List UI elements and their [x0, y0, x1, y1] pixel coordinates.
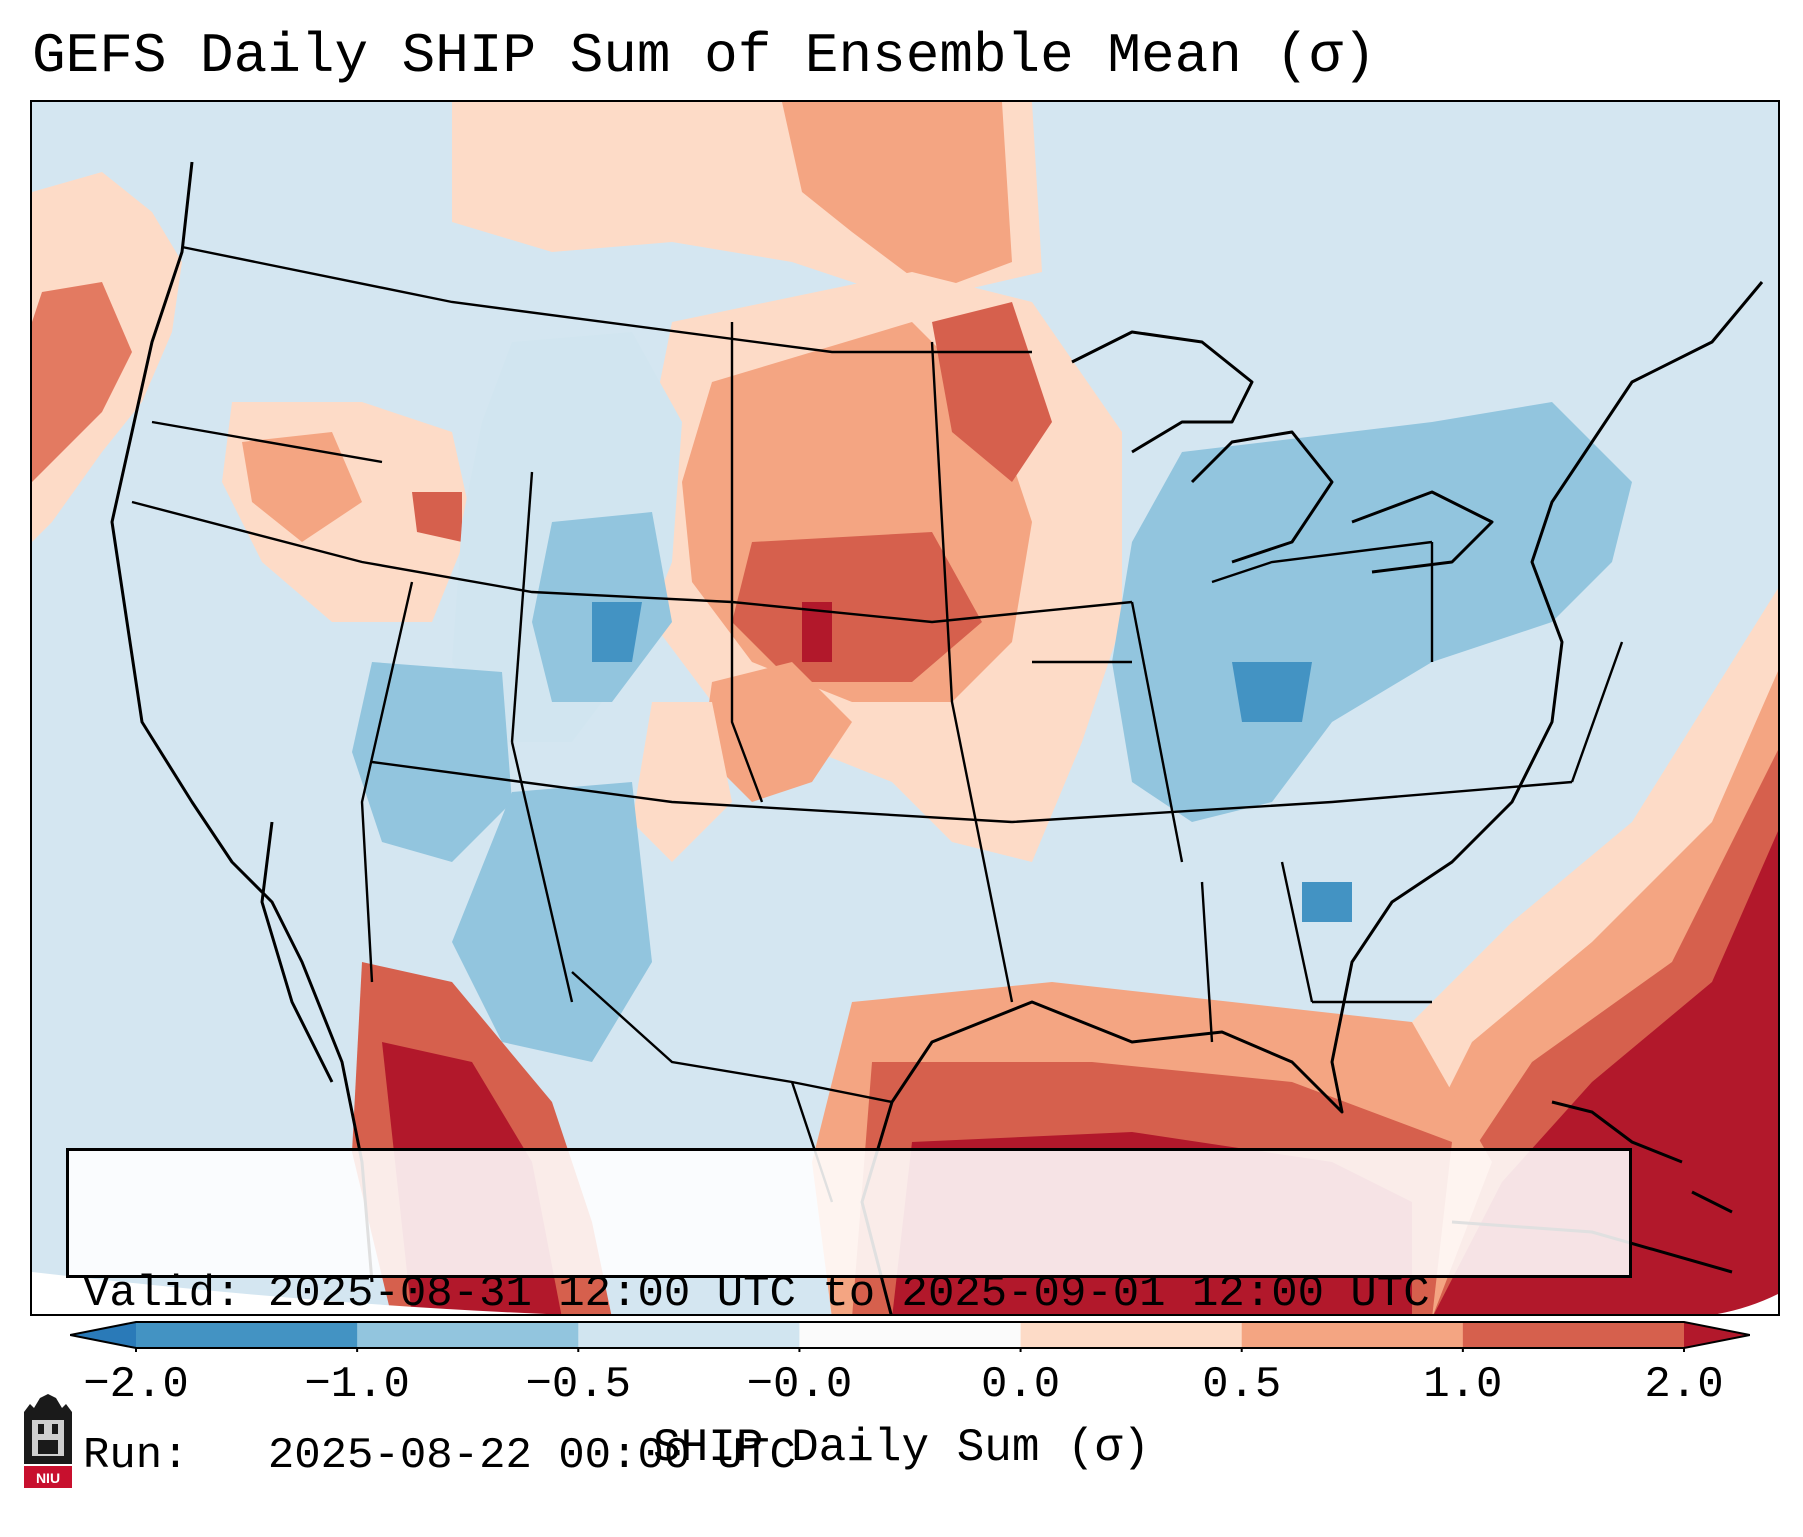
- colorbar-bin: [1020, 1322, 1243, 1348]
- colorbar-tick-label: 1.0: [1423, 1360, 1503, 1410]
- field-cool-patch: [452, 782, 652, 1062]
- logo-text: NIU: [36, 1470, 60, 1486]
- projection-edge: [1717, 1293, 1778, 1314]
- field-warm-core: [412, 492, 462, 542]
- colorbar-tick-label: −2.0: [83, 1360, 189, 1410]
- colorbar-bin: [578, 1322, 800, 1348]
- field-cool-core: [1302, 882, 1352, 922]
- coastlines: [110, 161, 1764, 1314]
- state-borders: [131, 245, 1624, 1203]
- colorbar-tick-label: 0.0: [980, 1360, 1061, 1410]
- field-warm-core: [732, 532, 982, 682]
- field-cool-core: [1232, 662, 1312, 722]
- field-warm-patch: [632, 702, 732, 862]
- colorbar-tick-label: −0.5: [525, 1360, 632, 1410]
- colorbar-tick-label: 0.5: [1202, 1360, 1282, 1410]
- projection-edge: [32, 1272, 547, 1314]
- colorbar-bin: [357, 1322, 579, 1348]
- field-warm-core: [932, 302, 1052, 482]
- colorbar-extend-high: [1684, 1322, 1750, 1348]
- colorbar: [70, 1321, 1750, 1352]
- colorbar-tick-label: −0.0: [746, 1360, 853, 1410]
- map-panel: [30, 100, 1780, 1316]
- colorbar-bin: [1241, 1322, 1464, 1348]
- field-warm-patch: [782, 102, 1012, 292]
- map-canvas: [32, 102, 1778, 1314]
- run-time-text: Run: 2025-08-22 00:00 UTC: [83, 1431, 796, 1481]
- field-cool-core: [592, 602, 642, 662]
- colorbar-tick-label: 2.0: [1644, 1360, 1724, 1410]
- chart-title: GEFS Daily SHIP Sum of Ensemble Mean (σ): [32, 24, 1377, 88]
- niu-logo: NIU: [24, 1394, 72, 1488]
- field-warm-core: [32, 282, 132, 482]
- field-warm-patch: [702, 662, 852, 802]
- valid-run-info-box: Valid: 2025-08-31 12:00 UTC to 2025-09-0…: [66, 1148, 1632, 1481]
- colorbar-bin: [1462, 1322, 1685, 1348]
- colorbar-extend-low: [70, 1322, 136, 1348]
- colorbar-label: SHIP Daily Sum (σ): [653, 1422, 1150, 1474]
- field-warm-core: [802, 602, 832, 662]
- field-cool-patch: [352, 662, 512, 862]
- valid-time-text: Valid: 2025-08-31 12:00 UTC to 2025-09-0…: [83, 1269, 1430, 1319]
- colorbar-bin: [136, 1322, 358, 1348]
- colorbar-bin: [799, 1322, 1022, 1348]
- field-warm-patch: [242, 432, 362, 542]
- colorbar-tick-label: −1.0: [304, 1360, 410, 1410]
